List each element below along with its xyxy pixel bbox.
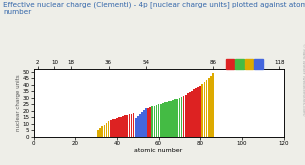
Bar (174, 99, 176, 137)
Text: © Mark Winter (webelements.com): © Mark Winter (webelements.com) (301, 43, 305, 116)
Bar (208, 78, 210, 137)
Bar (183, 96, 185, 137)
Bar (141, 112, 143, 137)
Bar (114, 119, 116, 137)
Bar (122, 116, 124, 137)
X-axis label: atomic number: atomic number (135, 148, 183, 152)
Bar (112, 119, 114, 137)
Bar (118, 117, 120, 137)
Bar (153, 106, 155, 137)
Bar (152, 106, 153, 137)
Bar (102, 127, 103, 137)
Bar (124, 115, 126, 137)
Bar (166, 102, 168, 137)
Bar (178, 98, 180, 137)
Y-axis label: nuclear charge units: nuclear charge units (16, 75, 21, 132)
Bar (185, 95, 187, 137)
Bar (202, 84, 203, 137)
Bar (203, 82, 205, 137)
Bar (110, 120, 112, 137)
Bar (170, 100, 172, 137)
Bar (181, 97, 182, 137)
Bar (162, 103, 164, 137)
Bar (128, 114, 130, 137)
Bar (135, 118, 137, 137)
Bar (189, 92, 191, 137)
Bar (197, 87, 199, 137)
Bar (206, 80, 207, 137)
Bar (168, 101, 170, 137)
Bar (99, 128, 101, 137)
Bar (193, 89, 195, 137)
Bar (139, 114, 141, 137)
Bar (172, 100, 174, 137)
Bar (187, 93, 189, 137)
Bar (143, 110, 145, 137)
Bar (106, 123, 107, 137)
Bar (133, 113, 135, 137)
Bar (212, 73, 214, 137)
Bar (116, 118, 118, 137)
Bar (191, 91, 193, 137)
Bar (177, 99, 178, 137)
Bar (164, 102, 166, 137)
Bar (160, 104, 162, 137)
Bar (147, 108, 149, 137)
Bar (137, 116, 139, 137)
Bar (195, 88, 197, 137)
Bar (149, 107, 151, 137)
Bar (108, 121, 109, 137)
Bar (156, 105, 157, 137)
Bar (131, 114, 132, 137)
Bar (158, 104, 160, 137)
Bar (145, 108, 147, 137)
Bar (97, 131, 99, 137)
Bar (103, 125, 105, 137)
Bar (210, 76, 212, 137)
Text: Effective nuclear charge (Clementi) - 4p [nuclear charge units] plotted against : Effective nuclear charge (Clementi) - 4p… (3, 1, 305, 15)
Bar (127, 115, 128, 137)
Bar (120, 117, 122, 137)
Bar (199, 86, 201, 137)
